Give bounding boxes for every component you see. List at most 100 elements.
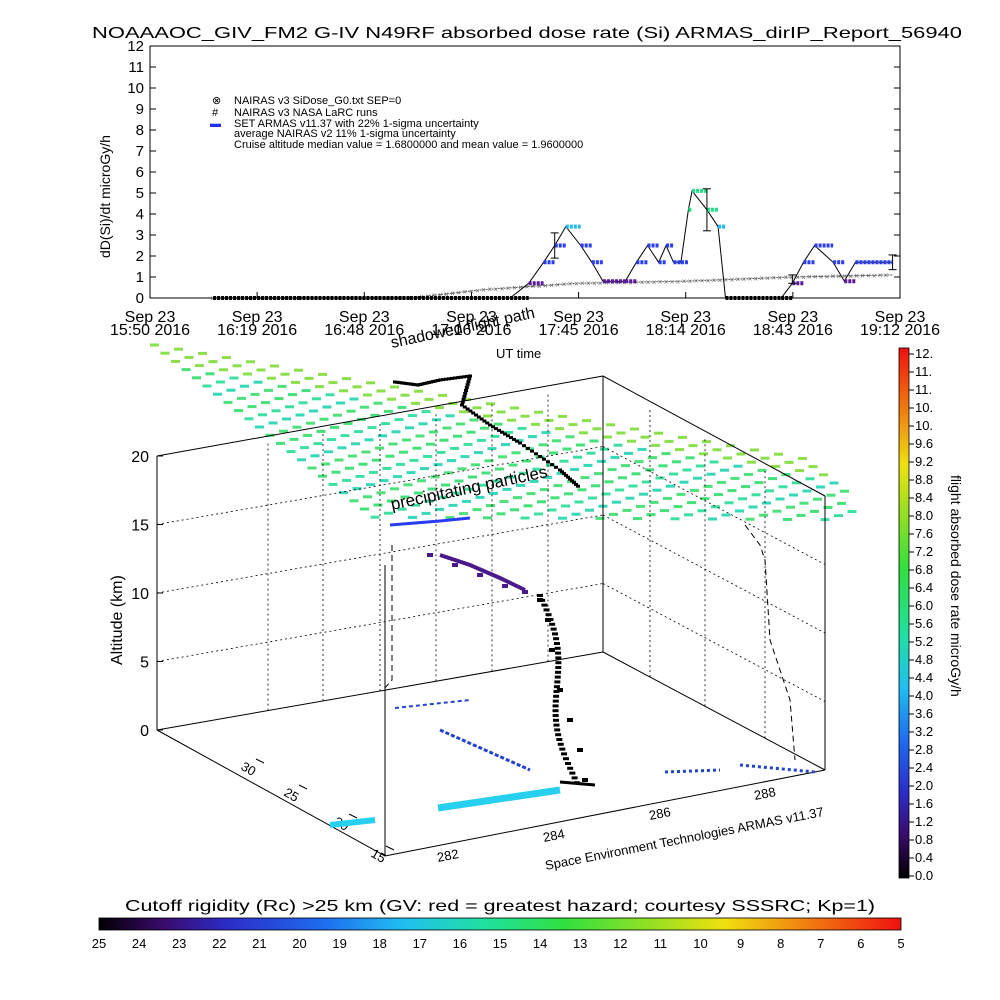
box-edge-bottom-left <box>156 729 386 857</box>
latitude-ticks: 15202530 <box>239 758 395 866</box>
top-series-layer: × × × × × × × × × × × × × × × × × × × × × × × × × × × × × × × × × × × × × × × ×… <box>210 188 897 303</box>
nairas-point: × <box>598 279 603 288</box>
dose-colorbar-tick-label: 4.8 <box>915 652 933 667</box>
flight-point <box>467 377 472 381</box>
dose-colorbar-tick-label: 4.4 <box>915 670 933 685</box>
nairas-point: × <box>706 276 711 285</box>
flight-point <box>462 394 467 398</box>
legend-entry-armas: SET ARMAS v11.37 with 22% 1-sigma uncert… <box>234 118 479 130</box>
nairas-point: × <box>524 283 529 292</box>
top-y-tick-label: 4 <box>136 206 144 223</box>
ground-track <box>437 786 561 812</box>
nairas-point: × <box>616 278 621 287</box>
ground-track <box>329 817 376 828</box>
nairas-point: × <box>831 272 836 281</box>
grid-level-right <box>602 446 826 565</box>
flight-point <box>462 375 466 379</box>
dose-colorbar-tick-label: 11. <box>915 364 932 379</box>
dose-colorbar: 0.0 0.4 0.8 1.2 1.6 2.0 2.4 2.8 3.2 3.6 4.0 4.4 4.8 5… <box>898 346 964 883</box>
ground-projection <box>329 699 816 828</box>
lat-tick <box>385 845 395 851</box>
flight-point <box>494 427 498 431</box>
flight-point <box>569 771 576 775</box>
flight-point <box>567 766 574 770</box>
ground-track <box>664 768 721 774</box>
flight-point <box>406 382 411 386</box>
grid-level-right <box>602 514 826 634</box>
nairas-point: × <box>537 282 542 291</box>
flight-point <box>526 446 530 450</box>
box-edge-bottom-right <box>602 651 826 771</box>
dose-colorbar-tick-label: 7.2 <box>915 544 933 559</box>
flight-point <box>409 382 414 386</box>
nairas-point: × <box>854 272 859 281</box>
nairas-point: × <box>487 285 492 294</box>
cutoff-tick-label: 12 <box>613 936 627 951</box>
cutoff-tick-label: 14 <box>533 936 547 951</box>
flight-point <box>395 380 400 384</box>
top-x-tick-date: Sep 23 <box>339 309 390 326</box>
top-legend: ⊗ NAIRAS v3 SiDose_G0.txt SEP=0 # NAIRAS… <box>210 95 583 151</box>
flight-point <box>471 411 476 415</box>
flight-point <box>503 432 507 436</box>
dose-colorbar-tick-label: 10. <box>915 418 933 433</box>
lat-tick <box>298 784 308 790</box>
flight-point <box>555 651 562 655</box>
ground-track <box>559 780 596 787</box>
dose-colorbar-tick-label: 1.6 <box>915 796 933 811</box>
top-y-tick-label: 3 <box>136 227 144 244</box>
nairas-point: × <box>682 277 687 286</box>
flight-point <box>550 627 557 631</box>
ground-track <box>439 728 531 772</box>
flight-point <box>547 618 554 621</box>
nairas-point: × <box>500 284 505 293</box>
top-x-tick-date: Sep 23 <box>125 309 176 326</box>
legend-symbol-armas: ▬ <box>210 118 221 130</box>
flight-point <box>555 661 562 665</box>
nairas-point: × <box>765 274 770 283</box>
flight-climb <box>389 516 471 527</box>
flight-point <box>567 718 573 722</box>
flight-point <box>431 380 436 383</box>
nairas-point: × <box>730 275 735 284</box>
z-tick-label: 15 <box>131 518 149 535</box>
top-y-tick-label: 2 <box>136 248 144 265</box>
z-tick-label: 20 <box>131 449 149 466</box>
cutoff-tick-label: 22 <box>212 936 226 951</box>
flight-point <box>418 383 423 386</box>
flight-point <box>502 584 508 588</box>
top-y-tick-label: 9 <box>136 101 144 118</box>
nairas-point: × <box>741 275 746 284</box>
flight-point <box>545 613 552 617</box>
flight-point <box>554 675 561 679</box>
lon-tick-label: 284 <box>542 826 566 845</box>
flight-point <box>427 381 431 384</box>
flight-point <box>541 603 548 607</box>
top-y-tick-label: 1 <box>136 269 144 286</box>
dose-colorbar-tick-label: 0.4 <box>915 850 933 865</box>
cutoff-tick-label: 24 <box>132 936 146 951</box>
ground-track <box>739 763 816 774</box>
flight-point <box>464 389 468 392</box>
flight-point <box>537 594 543 597</box>
dose-colorbar-tick-label: 9.2 <box>915 454 933 469</box>
flight-point <box>402 381 407 385</box>
z-ticks: 0 5 10 15 20 <box>131 449 163 740</box>
top-x-tick-time: 15:50 2016 <box>110 322 190 339</box>
dose-colorbar-tick-label: 8.8 <box>915 472 933 487</box>
nairas-point: × <box>592 279 597 288</box>
nairas-point: × <box>518 283 523 292</box>
flight-point <box>549 648 555 652</box>
nairas-point: × <box>676 277 681 286</box>
top-x-tick-time: 19:12 2016 <box>860 322 940 339</box>
top-x-tick-date: Sep 23 <box>660 309 711 326</box>
top-x-tick-date: Sep 23 <box>875 309 926 326</box>
top-y-tick-label: 8 <box>136 122 144 139</box>
nairas-point: × <box>842 272 847 281</box>
dose-colorbar-tick-label: 6.0 <box>915 598 933 613</box>
dose-colorbar-tick-label: 2.4 <box>915 760 933 775</box>
nairas-point: × <box>712 276 717 285</box>
